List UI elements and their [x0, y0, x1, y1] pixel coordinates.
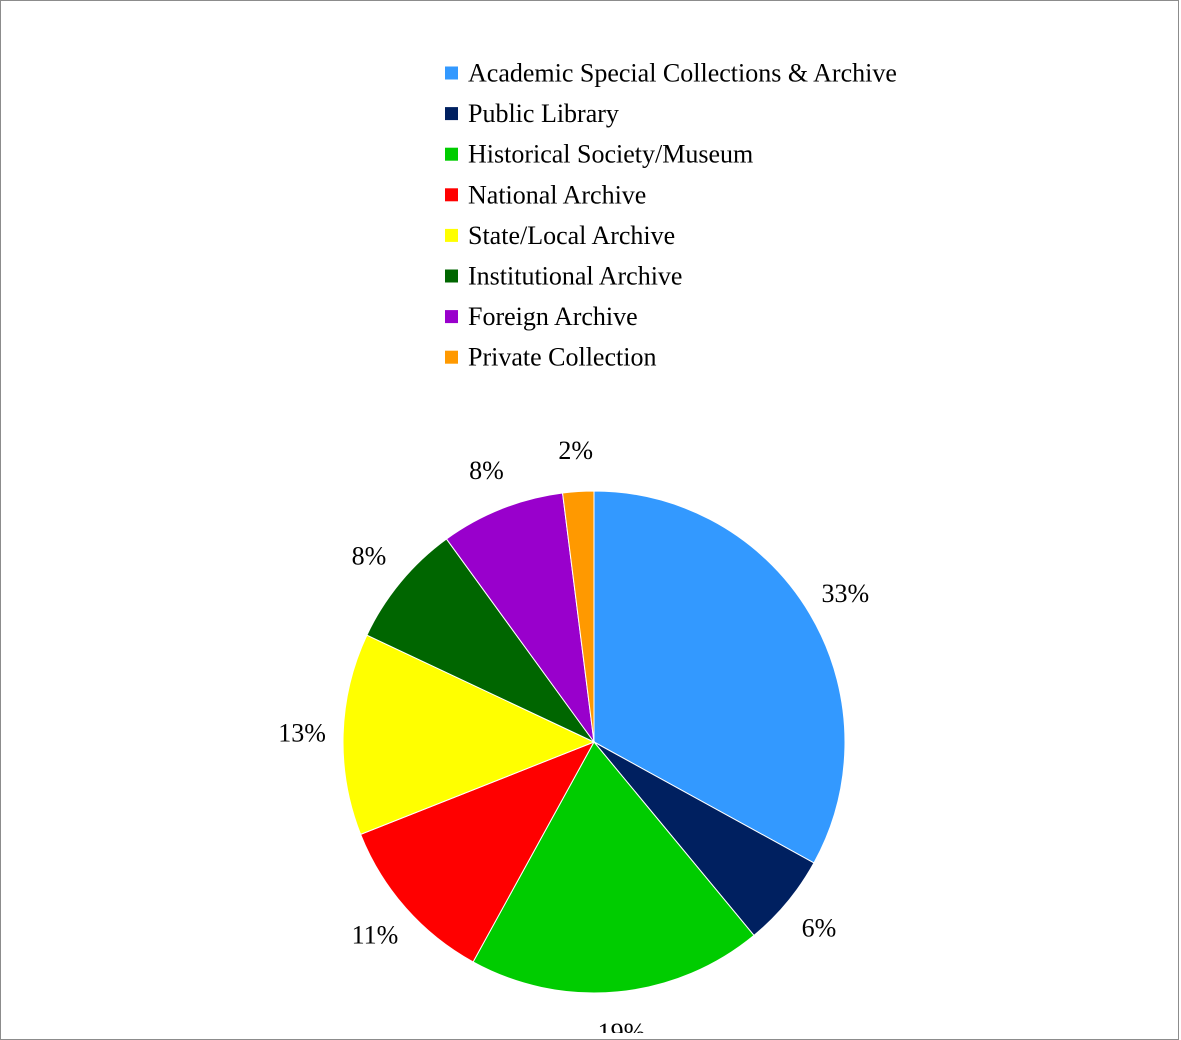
legend-label: Academic Special Collections & Archive	[468, 59, 897, 88]
data-label-institutional-archive: 8%	[352, 541, 387, 570]
legend-item-historical-society-museum: Historical Society/Museum	[445, 140, 753, 169]
legend-label: Foreign Archive	[468, 302, 638, 331]
data-label-academic-special-collections-archive: 33%	[821, 579, 869, 608]
legend-item-national-archive: National Archive	[445, 180, 646, 209]
legend-label: State/Local Archive	[468, 221, 675, 250]
legend-label: Public Library	[468, 99, 619, 128]
data-label-private-collection: 2%	[558, 436, 593, 465]
legend-swatch	[445, 228, 458, 242]
data-label-public-library: 6%	[802, 914, 837, 943]
legend-label: Institutional Archive	[468, 262, 682, 291]
data-label-state-local-archive: 13%	[278, 718, 326, 747]
legend: Academic Special Collections & Archive Pu…	[445, 59, 897, 372]
legend-item-foreign-archive: Foreign Archive	[445, 302, 638, 331]
legend-label: National Archive	[468, 180, 646, 209]
legend-item-institutional-archive: Institutional Archive	[445, 262, 682, 291]
data-label-foreign-archive: 8%	[469, 456, 504, 485]
pie-slices	[342, 490, 846, 994]
legend-swatch	[445, 147, 458, 161]
legend-swatch	[445, 310, 458, 324]
legend-label: Private Collection	[468, 343, 656, 372]
pie-slice-state-local-archive	[342, 634, 596, 836]
data-label-national-archive: 11%	[352, 921, 399, 950]
legend-swatch	[445, 269, 458, 283]
data-label-historical-society-museum: 19%	[598, 1018, 646, 1033]
legend-swatch	[445, 188, 458, 202]
legend-item-private-collection: Private Collection	[445, 343, 656, 372]
legend-swatch	[445, 107, 458, 121]
pie-slice-academic-special-collections-archive	[593, 490, 846, 864]
pie-slice-historical-society-museum	[472, 741, 755, 994]
legend-item-public-library: Public Library	[445, 99, 619, 128]
legend-swatch	[445, 350, 458, 364]
legend-swatch	[445, 66, 458, 80]
data-labels: 33% 6% 19% 11% 13% 8% 8% 2%	[278, 436, 869, 1033]
pie-slice-private-collection	[561, 490, 595, 743]
legend-label: Historical Society/Museum	[468, 140, 753, 169]
legend-item-academic-special-collections-archive: Academic Special Collections & Archive	[445, 59, 897, 88]
pie-slice-foreign-archive	[445, 492, 595, 743]
pie-slice-institutional-archive	[366, 538, 595, 743]
pie-slice-national-archive	[359, 741, 596, 963]
legend-item-state-local-archive: State/Local Archive	[445, 221, 675, 250]
